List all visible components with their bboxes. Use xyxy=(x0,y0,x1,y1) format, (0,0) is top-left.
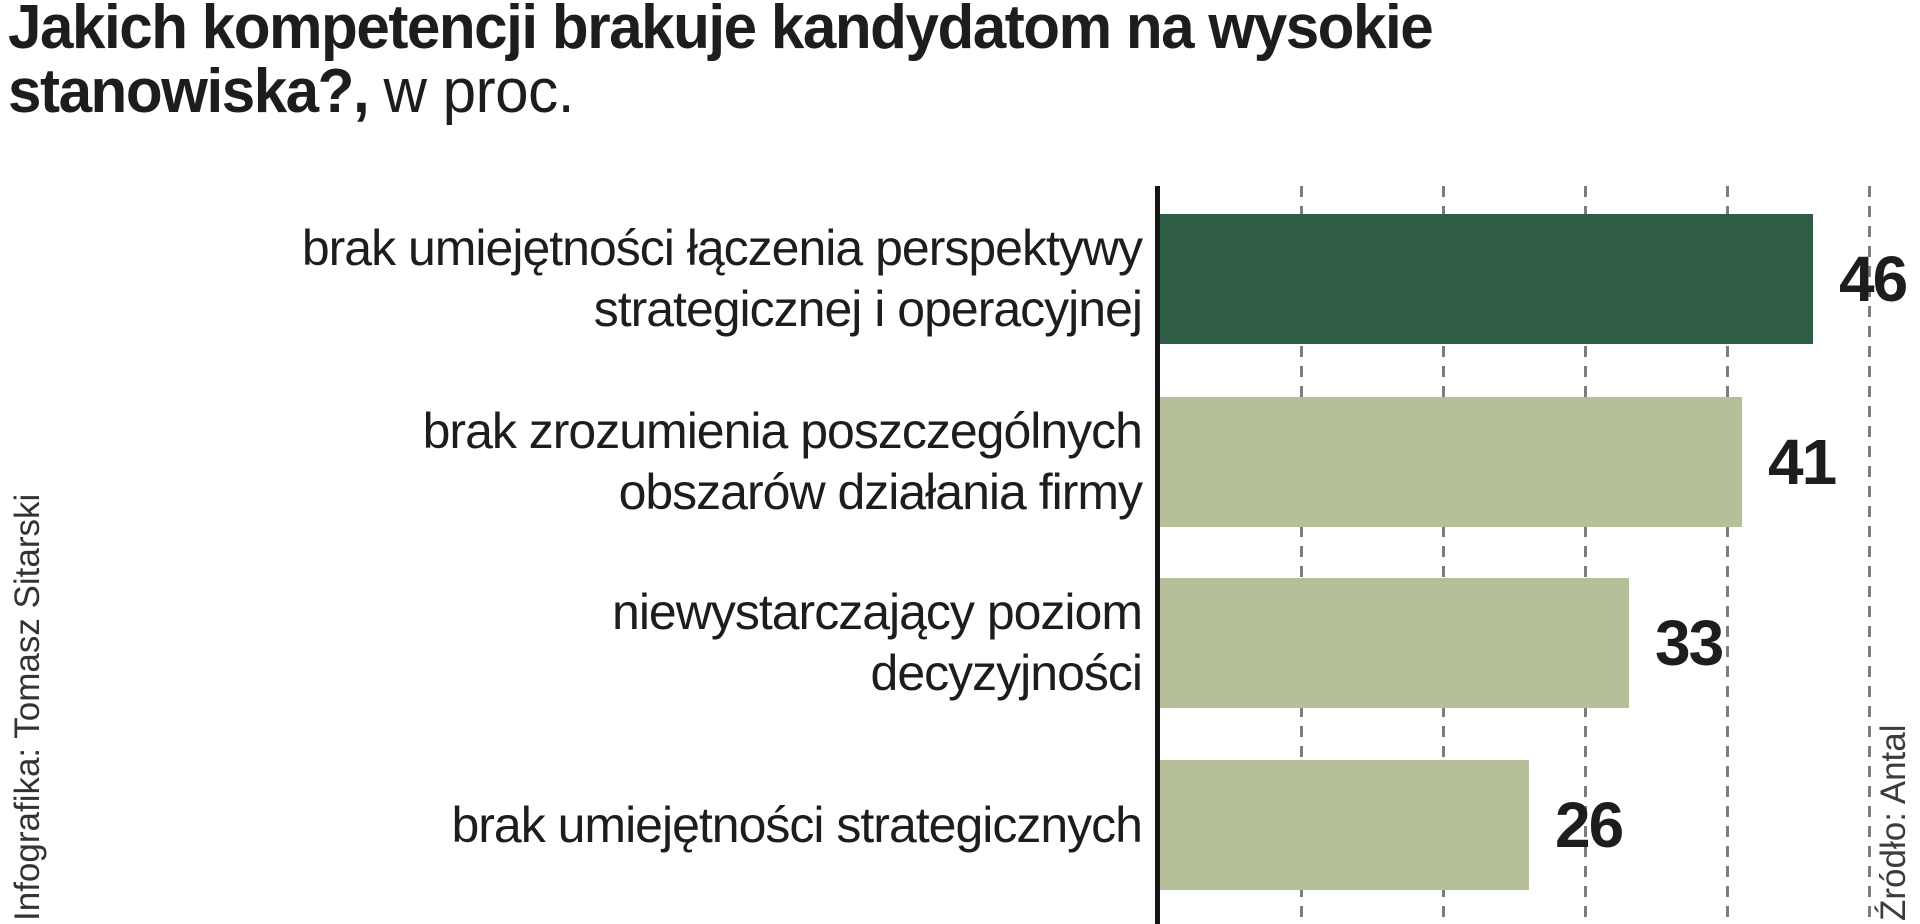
bar-row: niewystarczający poziom decyzyjności 33 xyxy=(0,578,1920,708)
bar-row: brak umiejętności łączenia perspektywy s… xyxy=(0,214,1920,344)
gridline xyxy=(1726,186,1729,924)
bar-label-line1: brak umiejętności strategicznych xyxy=(451,796,1143,853)
bar-label: niewystarczający poziom decyzyjności xyxy=(0,578,1143,708)
bar-label-line1: brak umiejętności łączenia perspektywy xyxy=(301,220,1143,276)
y-axis-line xyxy=(1155,186,1160,924)
bar-label-line2: strategicznej i operacyjnej xyxy=(593,281,1143,337)
gridline xyxy=(1868,186,1871,924)
bar-row: brak zrozumienia poszczególnych obszarów… xyxy=(0,397,1920,527)
gridline xyxy=(1300,186,1303,924)
gridline xyxy=(1584,186,1587,924)
gridline xyxy=(1442,186,1445,924)
bar-value-label: 46 xyxy=(1839,243,1908,315)
bar-value-label: 41 xyxy=(1768,426,1837,498)
bar-label: brak zrozumienia poszczególnych obszarów… xyxy=(0,397,1143,527)
bar-row: brak umiejętności strategicznych 26 xyxy=(0,760,1920,890)
bar-value-label: 26 xyxy=(1555,789,1624,861)
bar-label-line2: decyzyjności xyxy=(870,645,1143,701)
chart-title: Jakich kompetencji brakuje kandydatom na… xyxy=(8,0,1434,124)
chart-units-label: w proc. xyxy=(383,57,574,126)
bar-value-label: 33 xyxy=(1655,607,1724,679)
bar xyxy=(1160,578,1629,708)
bar xyxy=(1160,760,1529,890)
bar-label-line2: obszarów działania firmy xyxy=(618,464,1143,520)
bar xyxy=(1160,397,1742,527)
bar-label-line1: brak zrozumienia poszczególnych xyxy=(422,403,1143,459)
bar xyxy=(1160,214,1813,344)
chart-title-line1: Jakich kompetencji brakuje kandydatom na… xyxy=(8,0,1434,62)
bar-label-line1: niewystarczający poziom xyxy=(612,584,1143,640)
bar-label: brak umiejętności strategicznych xyxy=(0,760,1143,890)
chart-title-question: stanowiska?, xyxy=(8,57,370,126)
bar-label: brak umiejętności łączenia perspektywy s… xyxy=(0,214,1143,344)
chart-title-line2: stanowiska?, w proc. xyxy=(8,60,1432,124)
